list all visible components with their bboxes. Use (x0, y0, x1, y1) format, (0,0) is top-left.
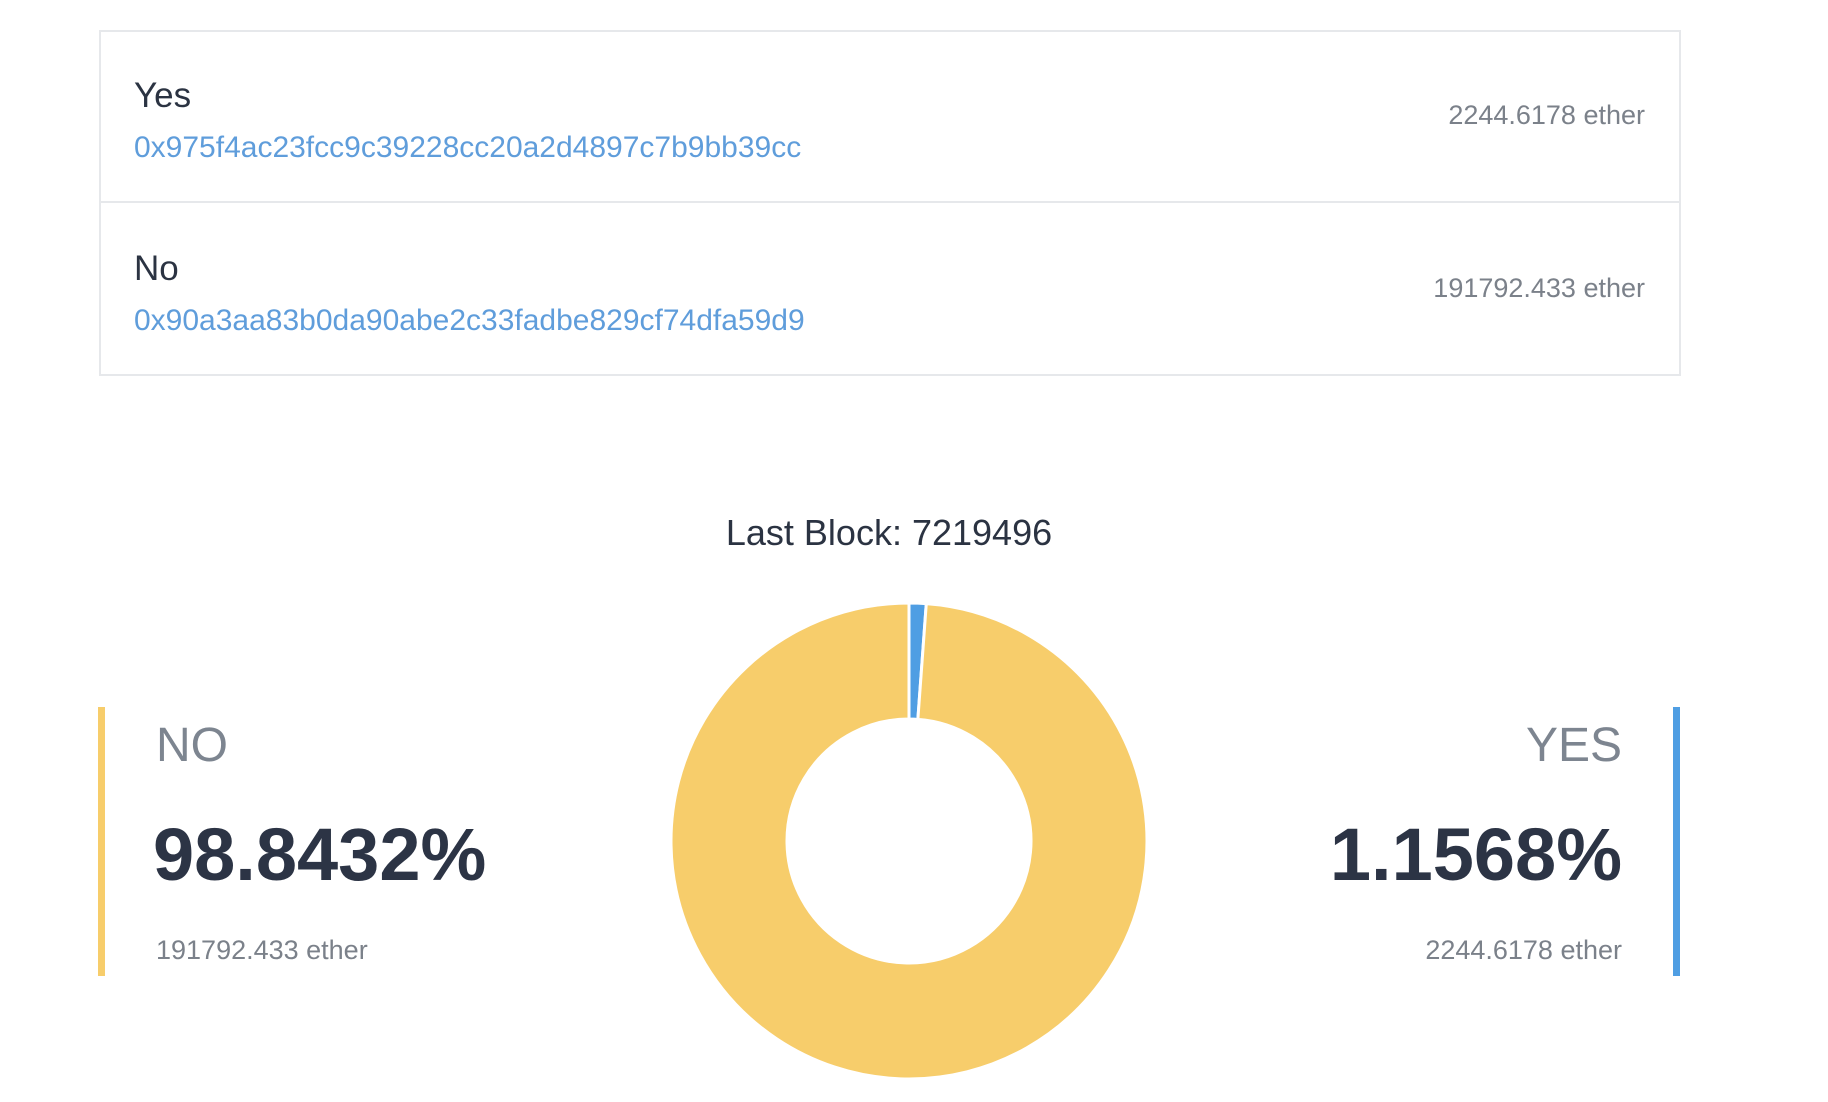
option-address[interactable]: 0x90a3aa83b0da90abe2c33fadbe829cf74dfa59… (134, 304, 805, 337)
option-amount: 191792.433 ether (1433, 273, 1645, 303)
donut-slice (907, 601, 928, 721)
donut-slice (669, 601, 1149, 1081)
options-table (99, 30, 1681, 376)
percentage: 1.1568% (1329, 813, 1622, 896)
option-label: No (134, 249, 179, 288)
option-amount: 2244.6178 ether (1448, 100, 1645, 130)
category-label: YES (1525, 719, 1622, 772)
no-accent-bar (98, 707, 105, 976)
percentage: 98.8432% (153, 813, 487, 896)
option-address[interactable]: 0x975f4ac23fcc9c39228cc20a2d4897c7b9bb39… (134, 131, 802, 164)
yes-accent-bar (1673, 707, 1680, 976)
amount: 191792.433 ether (156, 935, 368, 965)
category-label: NO (156, 719, 228, 772)
option-label: Yes (134, 76, 192, 115)
amount: 2244.6178 ether (1425, 935, 1622, 965)
last-block: Last Block: 7219496 (725, 512, 1053, 553)
row-divider (99, 201, 1679, 203)
